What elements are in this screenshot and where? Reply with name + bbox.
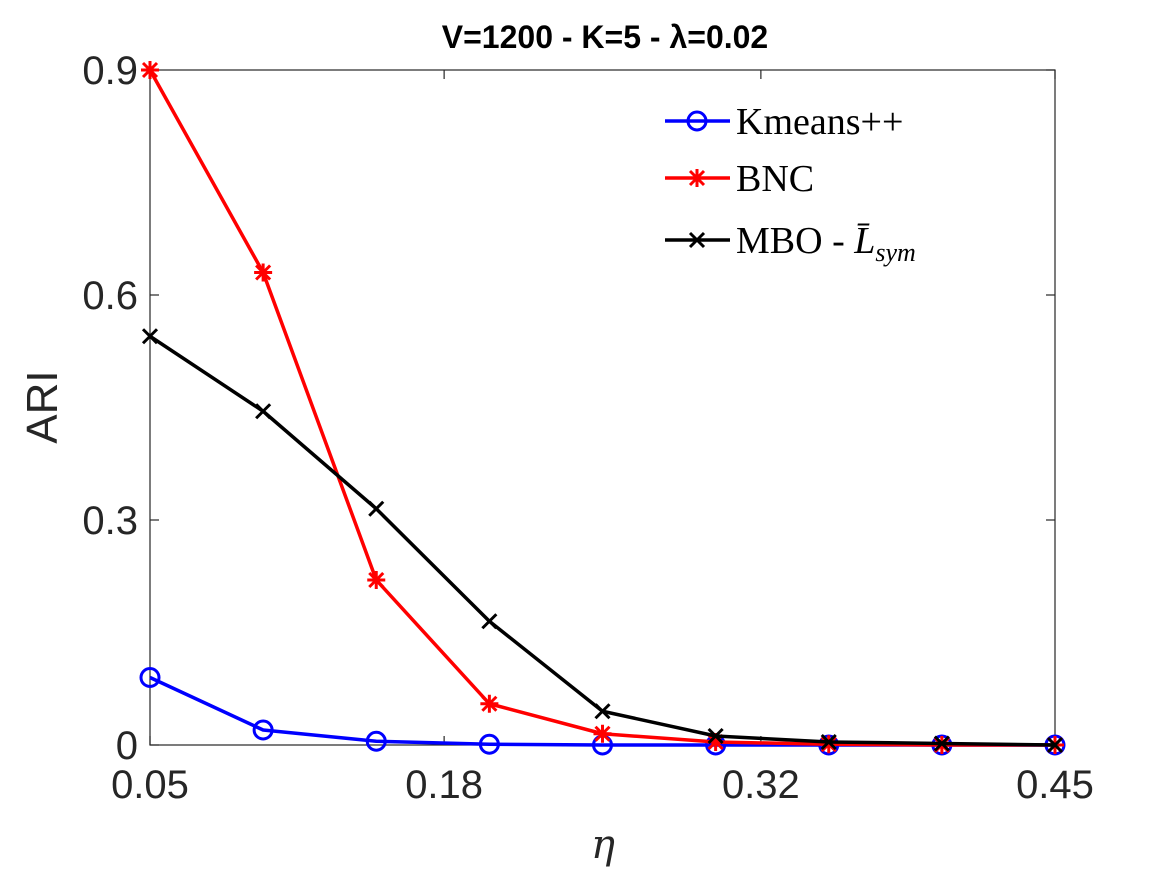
x-tick-label: 0.18: [405, 763, 483, 807]
legend-label-mbo: MBO - L̄sym: [736, 220, 916, 267]
legend-item-kmeans: Kmeans++: [665, 101, 903, 143]
plot-area: [149, 69, 1056, 746]
data-point: [141, 61, 159, 79]
series-layer: [139, 61, 1066, 756]
x-tick-label: 0.05: [111, 763, 189, 807]
legend-marker-mbo: [688, 231, 706, 249]
data-point: [255, 403, 272, 420]
data-point: [365, 730, 387, 752]
data-point: [480, 694, 499, 713]
x-axis-label: η: [591, 822, 615, 868]
data-point: [481, 613, 498, 630]
chart-title: V=1200 - K=5 - λ=0.02: [442, 19, 768, 55]
data-point: [141, 328, 159, 345]
data-point: [1046, 736, 1064, 754]
data-point: [819, 735, 838, 754]
x-axis-ticks: 0.05 0.18 0.32 0.45: [111, 70, 1094, 807]
data-point: [707, 727, 724, 745]
data-point: [594, 703, 611, 720]
y-tick-label: 0.6: [82, 274, 138, 318]
legend: Kmeans++ BNC MBO - L̄sym: [665, 101, 916, 267]
data-point: [368, 500, 385, 517]
legend-marker-kmeans: [686, 110, 708, 132]
series-2: [141, 328, 1064, 754]
legend-item-mbo: MBO - L̄sym: [665, 220, 916, 267]
data-point: [252, 719, 274, 741]
legend-label-kmeans: Kmeans++: [736, 101, 903, 143]
data-point: [367, 571, 386, 589]
data-point: [139, 667, 161, 688]
x-tick-label: 0.45: [1016, 763, 1094, 807]
data-point: [933, 735, 950, 752]
legend-marker-bnc: [688, 169, 706, 187]
data-point: [820, 733, 837, 751]
x-tick-label: 0.32: [722, 763, 800, 807]
data-point: [254, 263, 273, 282]
y-axis-label: ARI: [18, 370, 67, 443]
y-tick-label: 0.9: [82, 49, 138, 93]
data-point: [593, 724, 612, 743]
data-point: [478, 733, 500, 755]
y-axis-ticks: 0 0.3 0.6 0.9: [82, 49, 1055, 768]
y-tick-label: 0.3: [82, 499, 138, 543]
legend-item-bnc: BNC: [665, 158, 814, 200]
legend-label-bnc: BNC: [736, 158, 814, 200]
y-tick-label: 0: [116, 724, 138, 768]
